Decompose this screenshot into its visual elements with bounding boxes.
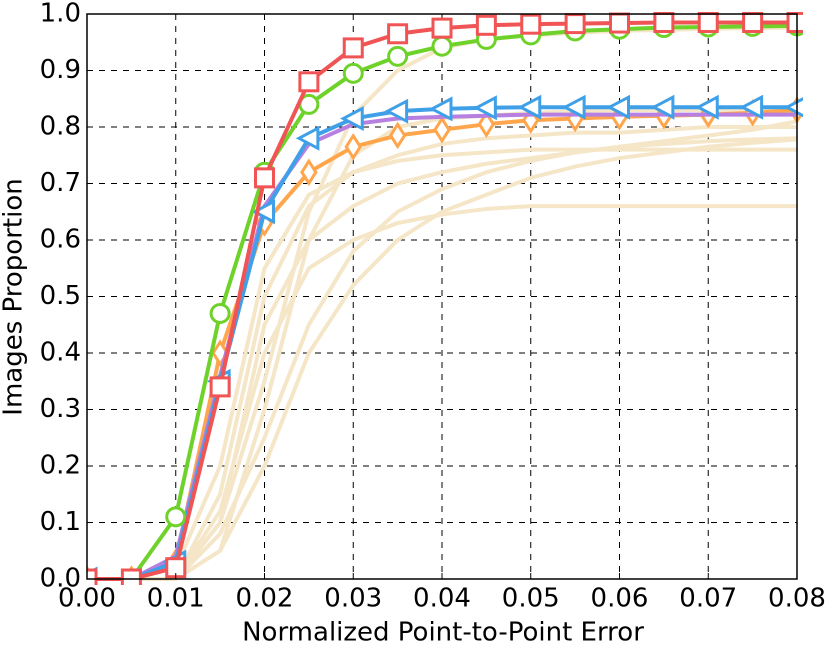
marker: [520, 13, 542, 35]
marker: [606, 94, 630, 120]
y-axis-label: Images Proportion: [0, 178, 29, 415]
marker: [209, 302, 231, 324]
marker: [254, 167, 275, 189]
marker: [431, 35, 453, 57]
x-tick-label: 0.01: [147, 584, 205, 614]
marker: [433, 116, 451, 144]
marker: [609, 12, 630, 34]
marker: [695, 94, 719, 120]
marker: [209, 376, 231, 398]
marker: [342, 37, 364, 59]
marker: [388, 121, 407, 150]
series-line: [87, 119, 798, 581]
marker: [650, 94, 675, 120]
marker: [251, 199, 275, 225]
y-tick-label: 0.1: [40, 507, 81, 537]
marker: [387, 45, 409, 67]
marker: [742, 11, 764, 33]
marker: [697, 11, 719, 33]
x-tick-label: 0.05: [502, 584, 560, 614]
x-tick-label: 0.03: [324, 584, 382, 614]
marker: [344, 132, 363, 161]
series-line: [87, 147, 797, 581]
marker: [165, 506, 187, 528]
y-tick-label: 1.0: [40, 0, 81, 29]
y-tick-label: 0.6: [40, 225, 81, 255]
marker: [428, 96, 453, 122]
y-tick-label: 0.9: [40, 55, 81, 85]
x-tick-label: 0.04: [413, 584, 471, 614]
marker: [477, 110, 496, 138]
series-line: [87, 204, 797, 581]
marker: [561, 94, 586, 120]
ticks: 0.00 0.01 0.02 0.03 0.04 0.05 0.06 0.07 0.08 0.0 0…: [40, 0, 826, 614]
marker: [475, 14, 497, 36]
marker: [298, 71, 320, 93]
marker: [517, 94, 542, 120]
series-line: [87, 136, 798, 581]
marker: [431, 17, 453, 39]
marker: [295, 125, 320, 151]
marker: [384, 98, 409, 124]
marker: [473, 95, 497, 121]
marker: [564, 13, 586, 35]
x-tick-label: 0.06: [591, 584, 649, 614]
marker: [300, 158, 318, 186]
marker: [340, 106, 364, 132]
y-tick-label: 0.4: [40, 338, 81, 368]
marker: [739, 94, 764, 120]
x-tick-label: 0.07: [679, 584, 737, 614]
plot-area: [87, 11, 803, 585]
marker: [653, 11, 675, 33]
x-axis-label: Normalized Point-to-Point Error: [242, 618, 644, 648]
y-tick-label: 0.2: [40, 451, 81, 481]
y-tick-label: 0.7: [40, 168, 81, 198]
y-tick-label: 0.5: [40, 281, 81, 311]
y-tick-label: 0.8: [40, 112, 81, 142]
y-tick-label: 0.3: [40, 394, 81, 424]
marker: [342, 62, 364, 84]
y-tick-label: 0.0: [40, 564, 81, 594]
x-tick-label: 0.02: [236, 584, 294, 614]
x-tick-label: 0.08: [768, 584, 826, 614]
marker: [387, 23, 409, 45]
x-tick-label: 0.00: [58, 584, 116, 614]
series-line: [87, 125, 797, 581]
